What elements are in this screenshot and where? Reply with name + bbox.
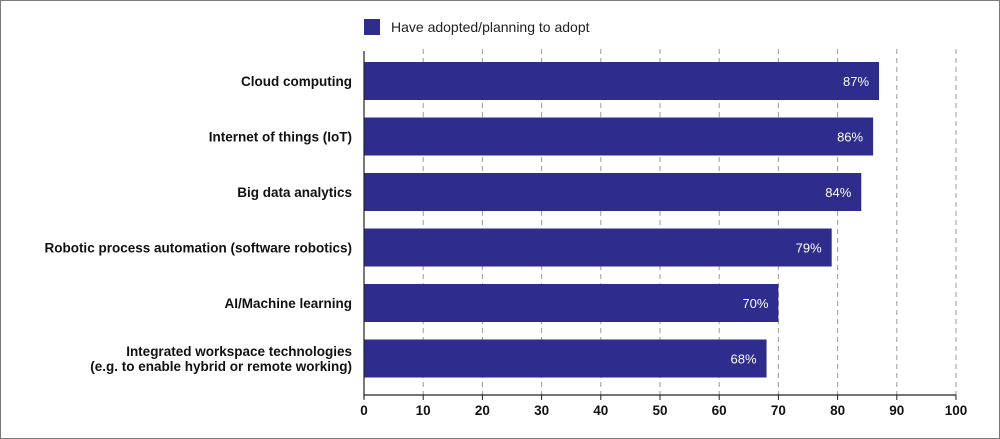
x-tick-label-30: 30 (534, 403, 549, 418)
data-label-2: 84% (825, 185, 851, 200)
bar-2 (364, 173, 862, 211)
x-tick-label-80: 80 (830, 403, 845, 418)
x-tick-label-100: 100 (945, 403, 968, 418)
x-tick-label-90: 90 (889, 403, 904, 418)
data-label-0: 87% (843, 74, 869, 89)
data-label-4: 70% (742, 296, 768, 311)
x-tick-label-60: 60 (712, 403, 727, 418)
gridlines (422, 49, 957, 395)
x-tick-label-10: 10 (416, 403, 431, 418)
bar-1 (364, 117, 874, 156)
category-label-0: Cloud computing (241, 74, 352, 89)
x-tick-label-20: 20 (475, 403, 490, 418)
bars: 87% 86% 84% 79% 70% 68% (364, 62, 880, 378)
category-label-5: Integrated workspace technologies (e.g. t… (90, 344, 352, 374)
data-label-3: 79% (796, 241, 822, 256)
x-tick-label-40: 40 (593, 403, 608, 418)
legend-swatch (364, 19, 380, 35)
bar-4 (364, 284, 779, 322)
data-label-1: 86% (837, 130, 863, 145)
bar-5 (364, 339, 767, 378)
x-tick-label-0: 0 (360, 403, 368, 418)
legend: Have adopted/planning to adopt (364, 19, 590, 35)
data-label-5: 68% (731, 352, 757, 367)
category-label-1: Internet of things (IoT) (209, 130, 352, 145)
category-label-2: Big data analytics (237, 185, 352, 200)
category-label-4: AI/Machine learning (224, 296, 352, 311)
bar-0 (364, 62, 880, 100)
bar-3 (364, 228, 832, 267)
category-label-3: Robotic process automation (software rob… (44, 241, 352, 256)
x-tick-label-70: 70 (771, 403, 786, 418)
axes: Cloud computing Internet of things (IoT) B… (44, 51, 967, 418)
legend-label: Have adopted/planning to adopt (391, 19, 590, 35)
x-tick-label-50: 50 (652, 403, 667, 418)
